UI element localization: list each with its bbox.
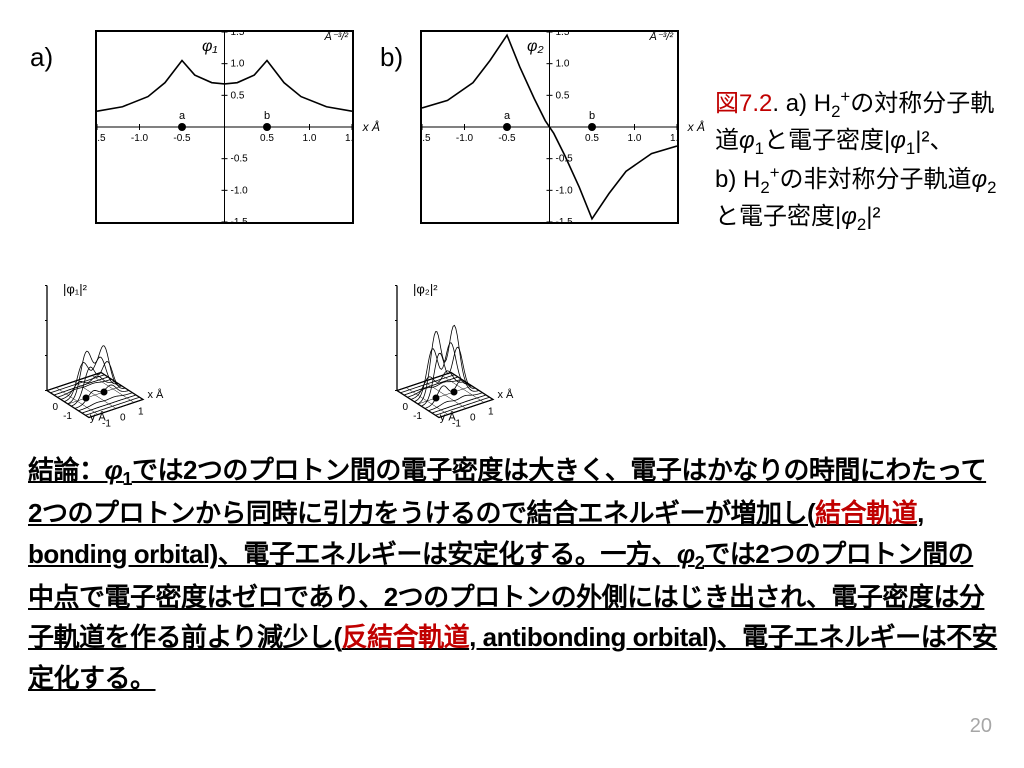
plot-phi2-2d: -1.5-1.0-0.50.51.01.5-1.5-1.0-0.50.51.01… bbox=[420, 30, 679, 224]
page-number: 20 bbox=[970, 715, 992, 738]
svg-text:0.5: 0.5 bbox=[585, 133, 599, 144]
caption-t: |²、 bbox=[915, 127, 953, 154]
svg-text:-1.5: -1.5 bbox=[422, 133, 431, 144]
svg-text:-0.5: -0.5 bbox=[498, 133, 516, 144]
caption-t: と電子密度| bbox=[715, 203, 841, 230]
fig-prefix: 図 bbox=[715, 90, 739, 117]
plot-b-xaxis: x Å bbox=[688, 120, 705, 134]
plot-phi1sq-3d: 00.51.01.5Å⁻³|φ₁|²x Åy Å-101-101 bbox=[45, 235, 375, 430]
svg-text:-1.5: -1.5 bbox=[231, 217, 249, 222]
svg-text:-1.0: -1.0 bbox=[456, 133, 474, 144]
caption-sub: 1 bbox=[755, 139, 764, 158]
svg-text:1.0: 1.0 bbox=[303, 133, 317, 144]
panel-label-b: b) bbox=[380, 42, 403, 73]
svg-text:1: 1 bbox=[138, 407, 144, 418]
svg-text:1: 1 bbox=[488, 407, 494, 418]
svg-text:0: 0 bbox=[52, 402, 58, 413]
caption-phi: φ bbox=[739, 127, 755, 154]
svg-text:-1: -1 bbox=[63, 411, 72, 422]
caption-sub: 2 bbox=[987, 178, 996, 197]
plot-phi2sq-3d: 00.51.01.5Å⁻³|φ₂|²x Åy Å-101-101 bbox=[395, 225, 710, 430]
caption-t: と電子密度| bbox=[764, 127, 890, 154]
svg-text:0: 0 bbox=[470, 413, 476, 424]
svg-text:-1.5: -1.5 bbox=[97, 133, 106, 144]
caption-phi: φ bbox=[841, 203, 857, 230]
svg-text:1.5: 1.5 bbox=[231, 32, 245, 38]
phi1-label: φ₁ bbox=[202, 38, 217, 56]
plot-b-yunit: Å⁻³/² bbox=[649, 30, 673, 43]
svg-text:a: a bbox=[504, 110, 511, 122]
svg-text:1.5: 1.5 bbox=[670, 133, 677, 144]
svg-text:x Å: x Å bbox=[148, 388, 165, 401]
svg-text:1.0: 1.0 bbox=[628, 133, 642, 144]
svg-text:-1: -1 bbox=[102, 419, 111, 430]
svg-text:-0.5: -0.5 bbox=[173, 133, 191, 144]
svg-text:|φ₁|²: |φ₁|² bbox=[63, 282, 88, 297]
conclusion-lead: 結論： bbox=[28, 455, 105, 485]
slide: a) b) -1.5 -1.0 -0.5 0.5 1.0 1.5 -1.5 -1.0 -0.5 0… bbox=[0, 0, 1024, 768]
caption-t: . a) H bbox=[772, 90, 831, 117]
caption-t: b) H bbox=[715, 166, 760, 193]
svg-text:-1.5: -1.5 bbox=[556, 217, 574, 222]
caption-sub: 2 bbox=[857, 215, 866, 234]
svg-text:x Å: x Å bbox=[498, 388, 515, 401]
svg-text:1.5: 1.5 bbox=[345, 133, 352, 144]
svg-text:-1.0: -1.0 bbox=[231, 185, 249, 196]
svg-text:-1.0: -1.0 bbox=[131, 133, 149, 144]
svg-text:a: a bbox=[179, 110, 186, 122]
svg-text:1.0: 1.0 bbox=[556, 59, 570, 70]
figure-caption: 図7.2. a) H2+の対称分子軌道φ1と電子密度|φ1|²、 b) H2+の… bbox=[715, 85, 1000, 238]
fig-num: 7.2 bbox=[739, 90, 772, 117]
conclusion-text: 結論：φ1では2つのプロトン間の電子密度は大きく、電子はかなりの時間にわたって2… bbox=[28, 450, 998, 698]
caption-phi: φ bbox=[890, 127, 906, 154]
svg-text:b: b bbox=[264, 110, 270, 122]
plot-a-xaxis: x Å bbox=[363, 120, 380, 134]
svg-text:0: 0 bbox=[120, 413, 126, 424]
svg-text:1.0: 1.0 bbox=[231, 59, 245, 70]
bonding-orbital-jp: 結合軌道 bbox=[815, 498, 917, 528]
svg-text:-0.5: -0.5 bbox=[231, 154, 249, 165]
svg-text:0: 0 bbox=[402, 402, 408, 413]
svg-text:|φ₂|²: |φ₂|² bbox=[413, 282, 438, 297]
caption-t: の非対称分子軌道 bbox=[780, 166, 972, 193]
svg-text:b: b bbox=[589, 110, 595, 122]
antibonding-orbital-jp: 反結合軌道 bbox=[342, 622, 470, 652]
svg-text:0.5: 0.5 bbox=[556, 90, 570, 101]
svg-text:1.5: 1.5 bbox=[556, 32, 570, 38]
panel-label-a: a) bbox=[30, 42, 53, 73]
phi2-label: φ₂ bbox=[527, 38, 544, 56]
caption-phi: φ bbox=[972, 166, 988, 193]
svg-text:-1: -1 bbox=[413, 411, 422, 422]
svg-text:0.5: 0.5 bbox=[231, 90, 245, 101]
plot-phi1-2d: -1.5 -1.0 -0.5 0.5 1.0 1.5 -1.5 -1.0 -0.5 0.5 1.0 1… bbox=[95, 30, 354, 224]
svg-text:0.5: 0.5 bbox=[260, 133, 274, 144]
svg-text:-1.0: -1.0 bbox=[556, 185, 574, 196]
caption-sub: 1 bbox=[906, 139, 915, 158]
svg-text:-1: -1 bbox=[452, 419, 461, 430]
plot-a-yunit: Å⁻³/² bbox=[324, 30, 348, 43]
caption-t: |² bbox=[866, 203, 880, 230]
